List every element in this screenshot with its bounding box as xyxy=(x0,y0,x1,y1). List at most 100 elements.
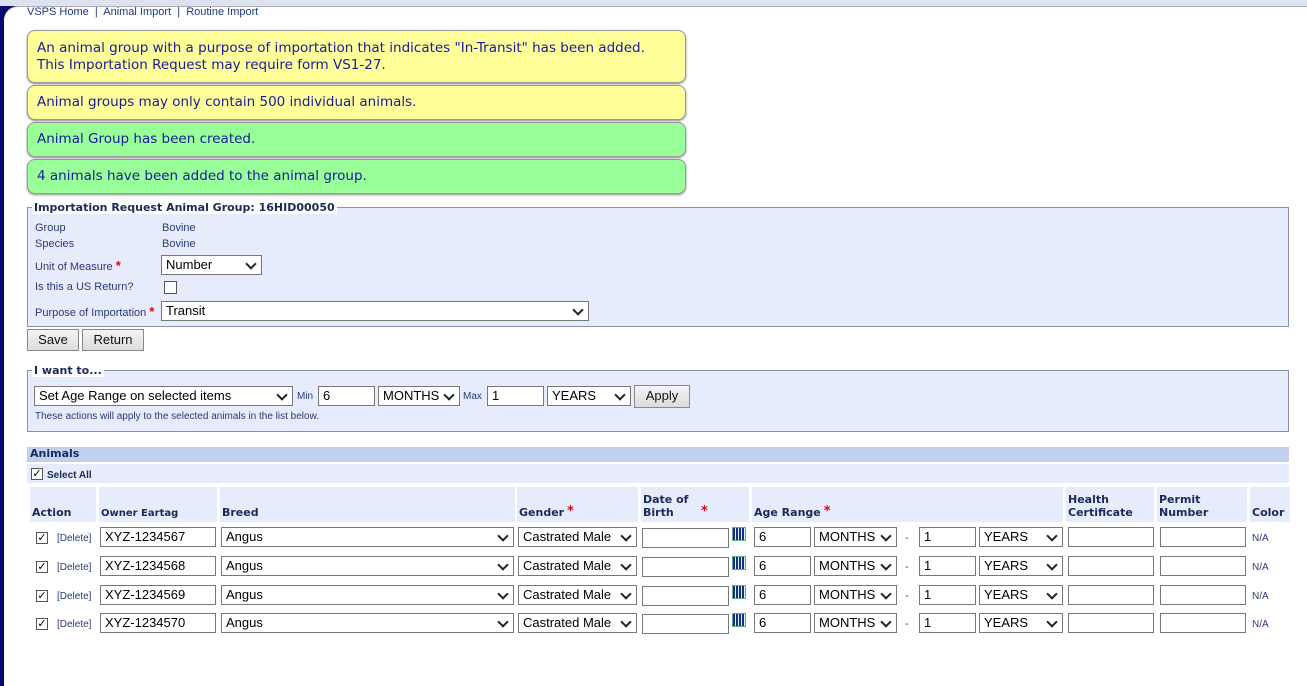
purpose-select[interactable]: Transit xyxy=(161,301,589,321)
column-header-label: Breed xyxy=(222,506,259,519)
column-header-label: Permit Number xyxy=(1159,493,1209,519)
age-max-unit-select[interactable]: YEARS xyxy=(979,556,1063,576)
age-max-unit-select[interactable]: YEARS xyxy=(979,613,1063,633)
purpose-label: Purpose of Importation * xyxy=(35,304,154,319)
age-min-input[interactable]: 6 xyxy=(754,556,811,576)
column-header-label: Action xyxy=(32,506,72,519)
column-header: Permit Number xyxy=(1157,487,1247,522)
health-certificate-input[interactable] xyxy=(1068,585,1154,605)
age-max-input[interactable]: 1 xyxy=(919,556,976,576)
select-all-checkbox[interactable]: ✓ xyxy=(31,468,43,480)
column-header-label: Gender xyxy=(519,506,565,519)
group-legend: Importation Request Animal Group: 16HID0… xyxy=(32,201,337,214)
age-min-input[interactable]: 6 xyxy=(754,585,811,605)
action-select[interactable]: Set Age Range on selected items xyxy=(34,386,293,406)
dob-input[interactable] xyxy=(642,528,729,548)
range-dash: - xyxy=(905,618,909,630)
crumb-vsps-home[interactable]: VSPS Home xyxy=(27,6,89,18)
age-max-input[interactable]: 1 xyxy=(919,527,976,547)
unit-select[interactable]: Number xyxy=(161,255,262,275)
breed-select[interactable]: Angus xyxy=(221,556,514,576)
eartag-input[interactable]: XYZ-1234570 xyxy=(100,613,216,633)
window-top xyxy=(0,0,1307,6)
eartag-input[interactable]: XYZ-1234568 xyxy=(100,556,216,576)
column-header: Health Certificate xyxy=(1066,487,1154,522)
save-button[interactable]: Save xyxy=(27,329,79,351)
age-max-unit-select[interactable]: YEARS xyxy=(979,585,1063,605)
column-header: Action xyxy=(30,487,96,522)
min-label: Min xyxy=(297,391,314,402)
unit-label-text: Unit of Measure xyxy=(35,261,113,273)
row-checkbox[interactable]: ✓ xyxy=(36,618,48,630)
permit-number-input[interactable] xyxy=(1160,613,1246,633)
calendar-icon[interactable] xyxy=(732,527,746,541)
calendar-icon[interactable] xyxy=(732,556,746,570)
age-min-unit-select[interactable]: MONTHS xyxy=(814,585,897,605)
delete-link[interactable]: [Delete] xyxy=(57,591,92,602)
eartag-input[interactable]: XYZ-1234569 xyxy=(100,585,216,605)
min-input[interactable]: 6 xyxy=(318,386,375,406)
required-star: * xyxy=(567,504,574,519)
required-star: * xyxy=(115,258,121,273)
health-certificate-input[interactable] xyxy=(1068,527,1154,547)
dob-input[interactable] xyxy=(642,586,729,606)
column-header: Breed xyxy=(220,487,515,522)
age-min-input[interactable]: 6 xyxy=(754,527,811,547)
breed-select[interactable]: Angus xyxy=(221,585,514,605)
apply-button[interactable]: Apply xyxy=(634,385,690,408)
health-certificate-input[interactable] xyxy=(1068,556,1154,576)
row-checkbox[interactable]: ✓ xyxy=(36,561,48,573)
purpose-label-text: Purpose of Importation xyxy=(35,307,147,319)
message-line: 4 animals have been added to the animal … xyxy=(37,168,367,184)
delete-link[interactable]: [Delete] xyxy=(57,562,92,573)
column-header: Age Range * xyxy=(752,487,1063,522)
warning-message: Animal groups may only contain 500 indiv… xyxy=(27,85,686,120)
range-dash: - xyxy=(905,590,909,602)
return-button[interactable]: Return xyxy=(82,329,144,351)
delete-link[interactable]: [Delete] xyxy=(57,533,92,544)
crumb-animal-import[interactable]: Animal Import xyxy=(103,6,172,18)
permit-number-input[interactable] xyxy=(1160,585,1246,605)
breed-select[interactable]: Angus xyxy=(221,527,514,547)
age-max-unit-select[interactable]: YEARS xyxy=(979,527,1063,547)
animals-title: Animals xyxy=(27,447,1289,462)
dob-input[interactable] xyxy=(642,557,729,577)
age-max-input[interactable]: 1 xyxy=(919,585,976,605)
age-min-input[interactable]: 6 xyxy=(754,613,811,633)
breadcrumb: VSPS Home | Animal Import | Routine Impo… xyxy=(27,6,259,18)
gender-select[interactable]: Castrated Male xyxy=(518,613,637,633)
success-message: Animal Group has been created. xyxy=(27,122,686,157)
health-certificate-input[interactable] xyxy=(1068,613,1154,633)
age-max-input[interactable]: 1 xyxy=(919,613,976,633)
column-header-label: Date of Birth xyxy=(643,493,689,519)
max-input[interactable]: 1 xyxy=(487,386,544,406)
delete-link[interactable]: [Delete] xyxy=(57,619,92,630)
crumb-routine-import[interactable]: Routine Import xyxy=(186,6,259,18)
min-unit-select[interactable]: MONTHS xyxy=(378,386,460,406)
age-min-unit-select[interactable]: MONTHS xyxy=(814,556,897,576)
calendar-icon[interactable] xyxy=(732,585,746,599)
dob-input[interactable] xyxy=(642,614,729,634)
eartag-input[interactable]: XYZ-1234567 xyxy=(100,527,216,547)
group-value: Bovine xyxy=(162,222,196,234)
breed-select[interactable]: Angus xyxy=(221,613,514,633)
us-return-checkbox[interactable] xyxy=(164,281,177,294)
max-unit-select[interactable]: YEARS xyxy=(547,386,631,406)
group-label: Group xyxy=(35,222,66,234)
message-line: An animal group with a purpose of import… xyxy=(37,39,645,56)
required-star: * xyxy=(701,504,708,519)
permit-number-input[interactable] xyxy=(1160,556,1246,576)
gender-select[interactable]: Castrated Male xyxy=(518,527,637,547)
age-min-unit-select[interactable]: MONTHS xyxy=(814,527,897,547)
age-min-unit-select[interactable]: MONTHS xyxy=(814,613,897,633)
color-value: N/A xyxy=(1252,562,1269,573)
column-header-label: Health Certificate xyxy=(1068,493,1133,519)
gender-select[interactable]: Castrated Male xyxy=(518,585,637,605)
row-checkbox[interactable]: ✓ xyxy=(36,532,48,544)
species-label: Species xyxy=(35,238,75,250)
row-checkbox[interactable]: ✓ xyxy=(36,590,48,602)
gender-select[interactable]: Castrated Male xyxy=(518,556,637,576)
calendar-icon[interactable] xyxy=(732,613,746,627)
warning-message: An animal group with a purpose of import… xyxy=(27,30,686,83)
permit-number-input[interactable] xyxy=(1160,527,1246,547)
